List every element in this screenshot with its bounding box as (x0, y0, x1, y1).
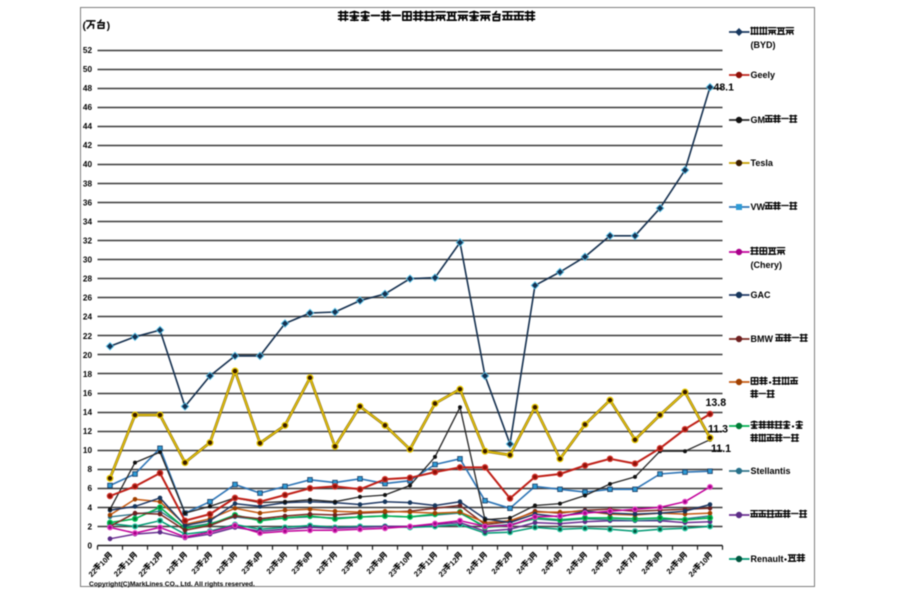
svg-text:11: 11 (123, 556, 135, 568)
svg-text:7: 7 (625, 556, 634, 565)
svg-text:38: 38 (83, 179, 93, 188)
svg-text:3: 3 (525, 556, 534, 565)
svg-text:4: 4 (550, 555, 560, 565)
svg-text:(: ( (83, 20, 87, 32)
svg-text:28: 28 (83, 275, 93, 284)
svg-text:7: 7 (325, 556, 334, 565)
svg-text:8: 8 (350, 556, 359, 565)
svg-text:42: 42 (83, 141, 93, 150)
svg-text:36: 36 (83, 198, 93, 207)
svg-text:9: 9 (675, 556, 684, 565)
svg-text:9: 9 (375, 556, 384, 565)
svg-text:VW: VW (751, 202, 766, 212)
svg-text:30: 30 (83, 256, 93, 265)
svg-text:GM: GM (751, 115, 766, 125)
svg-text:4: 4 (250, 555, 260, 565)
svg-text:5: 5 (575, 556, 584, 565)
svg-text:(BYD): (BYD) (751, 40, 776, 50)
svg-text:11.3: 11.3 (708, 423, 728, 435)
svg-text:6: 6 (87, 484, 92, 493)
svg-text:12: 12 (83, 427, 93, 436)
svg-text:2: 2 (87, 522, 92, 531)
svg-text:40: 40 (83, 160, 93, 169)
svg-text:Stellantis: Stellantis (751, 466, 791, 476)
svg-text:48: 48 (83, 84, 93, 93)
svg-text:2: 2 (500, 556, 509, 565)
svg-text:22: 22 (83, 332, 93, 341)
svg-text:6: 6 (600, 556, 609, 565)
svg-text:(Chery): (Chery) (751, 260, 783, 270)
svg-text:2: 2 (200, 556, 209, 565)
svg-text:5: 5 (275, 556, 284, 565)
svg-text:16: 16 (83, 389, 93, 398)
svg-text:18: 18 (83, 370, 93, 379)
svg-text:1: 1 (475, 556, 484, 565)
svg-text:8: 8 (650, 556, 659, 565)
svg-text:3: 3 (225, 556, 234, 565)
svg-text:Geely: Geely (751, 70, 776, 80)
svg-text:4: 4 (87, 503, 92, 512)
svg-text:34: 34 (83, 217, 93, 226)
svg-text:BMW: BMW (751, 334, 774, 344)
svg-text:0: 0 (87, 541, 92, 550)
svg-text:32: 32 (83, 237, 93, 246)
svg-text:10: 10 (83, 446, 93, 455)
svg-text:Tesla: Tesla (751, 158, 774, 168)
svg-text:50: 50 (83, 65, 93, 74)
svg-text:24: 24 (83, 313, 93, 322)
svg-text:11.1: 11.1 (711, 443, 731, 455)
svg-text:14: 14 (83, 408, 93, 417)
svg-text:1: 1 (175, 556, 184, 565)
svg-text:GAC: GAC (751, 290, 772, 300)
svg-text:44: 44 (83, 122, 93, 131)
svg-text:46: 46 (83, 103, 93, 112)
svg-text:Renault: Renault (751, 554, 784, 564)
svg-text:20: 20 (83, 351, 93, 360)
svg-text:11: 11 (423, 556, 435, 568)
svg-text:8: 8 (87, 465, 92, 474)
svg-text:48.1: 48.1 (714, 82, 735, 94)
svg-text:6: 6 (300, 556, 309, 565)
svg-text:13.8: 13.8 (706, 397, 727, 409)
svg-text:): ) (107, 20, 111, 32)
svg-text:52: 52 (83, 46, 93, 55)
svg-text:Copyright(C)MarkLines CO., Ltd: Copyright(C)MarkLines CO., Ltd. All righ… (89, 581, 255, 588)
svg-text:26: 26 (83, 294, 93, 303)
